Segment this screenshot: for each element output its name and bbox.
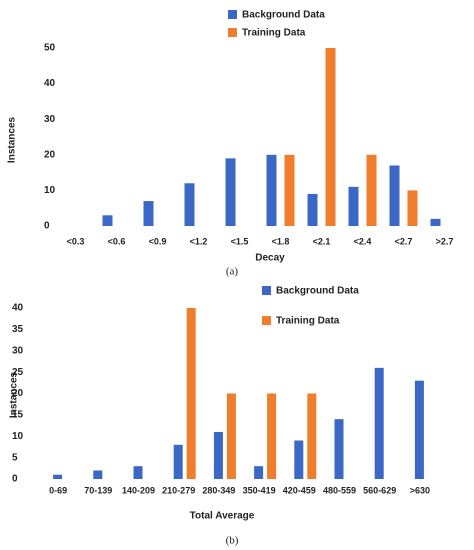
y-tick-label: 0	[12, 474, 18, 485]
legend-swatch	[262, 286, 271, 295]
x-tick-label: 0-69	[49, 485, 67, 495]
bar	[254, 466, 264, 479]
bar	[213, 431, 223, 479]
legend-label: Background Data	[242, 10, 325, 21]
bar	[414, 380, 424, 479]
legend-label: Background Data	[276, 286, 359, 297]
y-tick-label: 30	[44, 114, 56, 125]
bar	[186, 308, 196, 479]
x-tick-label: 140-209	[122, 485, 155, 495]
bar	[374, 367, 384, 479]
y-tick-label: 25	[12, 367, 24, 378]
caption: (a)	[226, 266, 239, 278]
y-tick-label: 10	[12, 431, 24, 442]
x-tick-label: <0.6	[108, 236, 126, 246]
x-tick-label: 350-419	[243, 485, 276, 495]
y-tick-label: 10	[44, 185, 56, 196]
bar	[407, 190, 418, 226]
legend-swatch	[228, 10, 237, 19]
y-tick-label: 30	[12, 345, 24, 356]
x-tick-label: >630	[410, 485, 430, 495]
legend-swatch	[228, 28, 237, 37]
bar	[133, 466, 143, 479]
bar	[173, 444, 183, 479]
bar	[307, 393, 317, 479]
legend-label: Training Data	[242, 28, 306, 39]
x-tick-label: 420-459	[283, 485, 316, 495]
x-tick-label: <2.1	[313, 236, 331, 246]
bar	[267, 393, 277, 479]
bar	[53, 474, 63, 479]
x-tick-label: <2.7	[395, 236, 413, 246]
bar	[93, 470, 103, 479]
bar	[284, 154, 295, 226]
bar	[307, 193, 318, 226]
y-tick-label: 50	[44, 43, 56, 54]
x-tick-label: 560-629	[363, 485, 396, 495]
caption: (b)	[226, 535, 239, 547]
bar	[184, 183, 195, 226]
legend-swatch	[262, 316, 271, 325]
x-tick-label: 480-559	[323, 485, 356, 495]
x-tick-label: <1.8	[272, 236, 290, 246]
y-tick-label: 40	[44, 78, 56, 89]
x-tick-label: <1.5	[231, 236, 249, 246]
y-tick-label: 0	[44, 221, 50, 232]
y-tick-label: 35	[12, 324, 24, 335]
x-axis-title: Total Average	[190, 511, 255, 522]
bar	[366, 154, 377, 226]
bar	[294, 440, 304, 479]
y-axis-title: Instances	[7, 116, 18, 163]
y-tick-label: 20	[44, 149, 56, 160]
x-tick-label: 210-279	[162, 485, 195, 495]
bar	[143, 201, 154, 226]
y-tick-label: 5	[12, 452, 18, 463]
x-tick-label: >2.7	[436, 236, 454, 246]
bar	[226, 393, 236, 479]
x-axis-title: Decay	[255, 253, 285, 264]
bar	[266, 154, 277, 226]
x-tick-label: <0.9	[149, 236, 167, 246]
x-tick-label: 280-349	[202, 485, 235, 495]
bar	[348, 186, 359, 226]
bar	[102, 215, 113, 226]
y-tick-label: 40	[12, 303, 24, 314]
bar	[334, 419, 344, 479]
y-tick-label: 20	[12, 388, 24, 399]
bar	[325, 48, 336, 226]
bar	[225, 158, 236, 226]
bar	[430, 218, 441, 226]
y-tick-label: 15	[12, 410, 24, 421]
x-tick-label: <2.4	[354, 236, 372, 246]
bar	[389, 165, 400, 226]
y-axis-title: Instances	[9, 371, 20, 418]
x-tick-label: 70-139	[84, 485, 112, 495]
legend-label: Training Data	[276, 316, 340, 327]
x-tick-label: <0.3	[67, 236, 85, 246]
x-tick-label: <1.2	[190, 236, 208, 246]
